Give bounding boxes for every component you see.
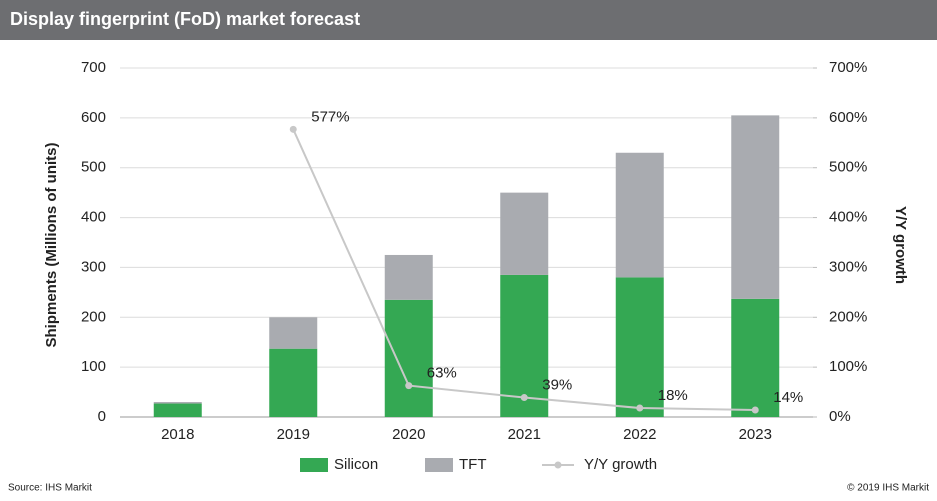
y-tick-label: 200: [81, 308, 106, 325]
bar-segment: [615, 152, 664, 278]
y-tick-label: 300: [81, 258, 106, 275]
data-label: 39%: [542, 377, 572, 394]
bar-segment: [269, 348, 318, 417]
bar-segment: [384, 299, 433, 417]
legend-marker: [554, 461, 562, 469]
legend-swatch: [300, 458, 328, 472]
growth-marker: [751, 406, 759, 414]
bar-segment: [500, 192, 549, 275]
data-label: 577%: [311, 108, 349, 125]
bar-segment: [500, 274, 549, 417]
y2-axis-title: Y/Y growth: [892, 206, 909, 284]
y-tick-label: 600: [81, 109, 106, 126]
x-tick-label: 2023: [739, 426, 772, 443]
growth-marker: [520, 394, 528, 402]
bar-segment: [384, 254, 433, 300]
bar-segment: [153, 402, 202, 404]
bar-segment: [153, 403, 202, 417]
y2-tick-label: 300%: [829, 258, 867, 275]
legend-swatch: [425, 458, 453, 472]
growth-marker: [289, 125, 297, 133]
y-tick-label: 700: [81, 59, 106, 76]
legend-label: TFT: [459, 456, 487, 473]
y-axis-title: Shipments (Millions of units): [43, 143, 60, 348]
x-tick-label: 2018: [161, 426, 194, 443]
y2-tick-label: 400%: [829, 209, 867, 226]
source-note: Source: IHS Markit: [8, 483, 92, 494]
y2-tick-label: 200%: [829, 308, 867, 325]
data-label: 18%: [658, 387, 688, 404]
bar-segment: [731, 115, 780, 299]
data-label: 63%: [427, 365, 457, 382]
chart-title: Display fingerprint (FoD) market forecas…: [10, 9, 360, 29]
y2-tick-label: 100%: [829, 358, 867, 375]
x-tick-label: 2019: [277, 426, 310, 443]
legend-label: Y/Y growth: [584, 456, 657, 473]
y2-tick-label: 700%: [829, 59, 867, 76]
growth-marker: [405, 382, 413, 390]
y2-tick-label: 600%: [829, 109, 867, 126]
bar-segment: [269, 317, 318, 349]
x-tick-label: 2022: [623, 426, 656, 443]
y-tick-label: 500: [81, 159, 106, 176]
legend-label: Silicon: [334, 456, 378, 473]
data-label: 14%: [773, 389, 803, 406]
x-tick-label: 2021: [508, 426, 541, 443]
growth-marker: [636, 404, 644, 412]
x-tick-label: 2020: [392, 426, 425, 443]
y-tick-label: 0: [98, 408, 106, 425]
copyright-note: © 2019 IHS Markit: [847, 483, 929, 494]
y-tick-label: 400: [81, 209, 106, 226]
bar-segment: [615, 277, 664, 417]
y2-tick-label: 500%: [829, 159, 867, 176]
y2-tick-label: 0%: [829, 408, 851, 425]
y-tick-label: 100: [81, 358, 106, 375]
header-bar: [0, 0, 937, 40]
bar-segment: [731, 298, 780, 417]
